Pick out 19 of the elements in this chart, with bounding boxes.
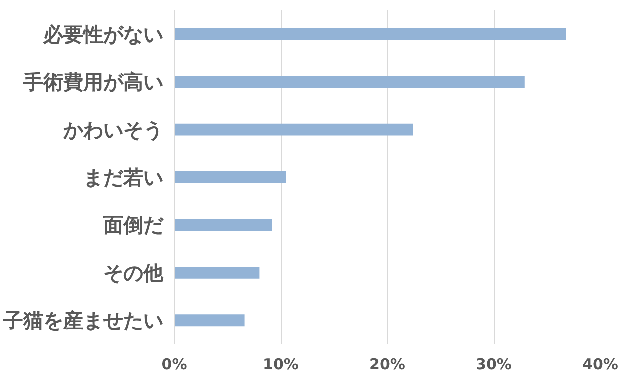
y-tick-label: 必要性がない: [42, 22, 164, 46]
y-tick-label: 手術費用が高い: [22, 70, 164, 94]
bar: [174, 28, 566, 40]
y-tick-label: 面倒だ: [102, 213, 164, 238]
bar: [174, 314, 245, 327]
x-tick-label: 10%: [263, 356, 299, 374]
x-tick-label: 0%: [162, 356, 188, 374]
bar: [174, 172, 286, 184]
bar: [174, 266, 260, 279]
x-tick-label: 20%: [370, 356, 406, 374]
bar: [174, 76, 525, 88]
y-tick-label: その他: [104, 260, 164, 285]
y-tick-label: 子猫を産ませたい: [2, 308, 164, 333]
y-tick-label: まだ若い: [84, 166, 164, 190]
bar: [174, 124, 414, 136]
bar: [174, 219, 272, 232]
y-tick-label: かわいそう: [62, 118, 164, 142]
x-tick-label: 40%: [582, 356, 618, 374]
x-tick-label: 30%: [476, 356, 512, 374]
